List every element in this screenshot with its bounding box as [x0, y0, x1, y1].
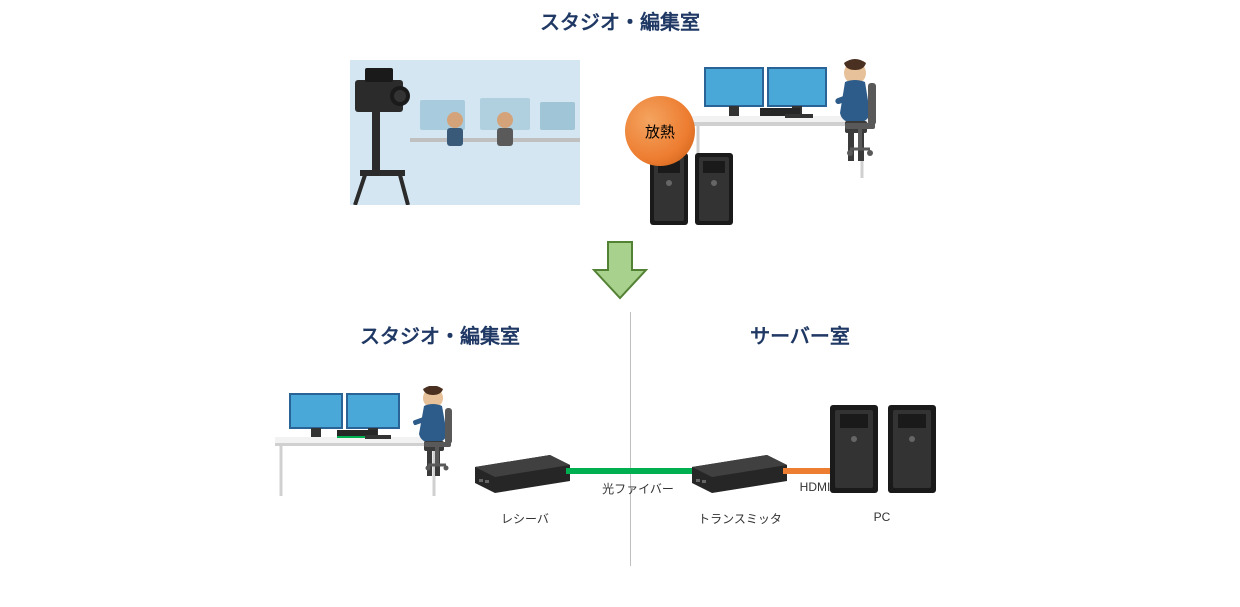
pc-towers [830, 395, 950, 495]
editing-desk-bottom [275, 386, 485, 526]
transmitter-device [692, 455, 787, 493]
heat-badge-text: 放熱 [645, 121, 675, 142]
vertical-divider [630, 312, 631, 566]
pc-label: PC [862, 510, 902, 524]
receiver-label: レシーバ [490, 510, 560, 527]
down-arrow-icon [588, 238, 652, 302]
hdmi-cable [783, 468, 833, 474]
bottom-left-title: スタジオ・編集室 [330, 320, 550, 349]
studio-photo [350, 60, 580, 205]
fiber-label: 光ファイバー [598, 480, 678, 497]
bottom-right-title: サーバー室 [710, 320, 890, 349]
transmitter-label: トランスミッタ [695, 510, 785, 527]
receiver-device [475, 455, 570, 493]
heat-badge: 放熱 [625, 96, 695, 166]
top-title: スタジオ・編集室 [480, 6, 760, 35]
fiber-cable [566, 468, 696, 474]
